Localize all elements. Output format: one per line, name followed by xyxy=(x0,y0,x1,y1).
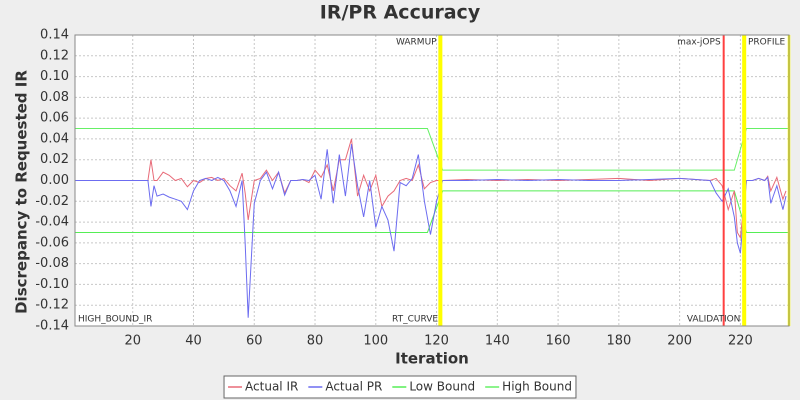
y-tick-label: -0.06 xyxy=(35,235,69,250)
legend-label: Low Bound xyxy=(409,380,475,394)
legend-label: Actual IR xyxy=(245,380,298,394)
marker-label: HIGH_BOUND_IR xyxy=(78,315,152,325)
marker-label: WARMUP xyxy=(396,38,437,48)
x-axis-label: Iteration xyxy=(395,350,469,368)
marker-label: VALIDATION xyxy=(687,315,741,325)
x-tick-label: 40 xyxy=(185,334,202,349)
x-tick-label: 140 xyxy=(485,334,510,349)
marker-label: RT_CURVE xyxy=(392,315,438,325)
y-tick-label: 0.12 xyxy=(40,48,69,63)
x-tick-label: 160 xyxy=(546,334,571,349)
legend-label: High Bound xyxy=(502,380,572,394)
y-tick-label: 0.04 xyxy=(40,131,69,146)
x-tick-label: 60 xyxy=(246,334,263,349)
y-tick-label: -0.08 xyxy=(35,256,69,271)
y-tick-label: 0.00 xyxy=(40,173,69,188)
y-tick-label: -0.02 xyxy=(35,194,69,209)
y-tick-label: 0.08 xyxy=(40,90,69,105)
x-tick-label: 80 xyxy=(307,334,324,349)
y-tick-label: 0.02 xyxy=(40,152,69,167)
plot-border xyxy=(74,34,790,327)
series-line xyxy=(75,128,789,171)
y-tick-label: 0.14 xyxy=(40,28,69,43)
x-tick-label: 220 xyxy=(728,334,753,349)
y-tick-label: -0.04 xyxy=(35,215,69,230)
x-tick-label: 180 xyxy=(606,334,631,349)
series-line xyxy=(75,190,789,233)
legend: Actual IR Actual PR Low Bound High Bound xyxy=(223,375,577,399)
x-tick-label: 200 xyxy=(667,334,692,349)
y-tick-label: -0.10 xyxy=(35,277,69,292)
y-tick-label: -0.14 xyxy=(35,319,69,334)
marker-label: max-jOPS xyxy=(677,38,721,48)
marker-label: PROFILE xyxy=(748,38,786,48)
y-tick-label: 0.06 xyxy=(40,111,69,126)
y-axis-label: Discrepancy to Requested IR xyxy=(13,70,31,314)
y-tick-label: -0.12 xyxy=(35,298,69,313)
x-tick-label: 20 xyxy=(124,334,141,349)
x-tick-label: 120 xyxy=(424,334,449,349)
chart-title: IR/PR Accuracy xyxy=(320,2,481,24)
legend-label: Actual PR xyxy=(325,380,382,394)
y-tick-label: 0.10 xyxy=(40,69,69,84)
x-tick-label: 100 xyxy=(363,334,388,349)
